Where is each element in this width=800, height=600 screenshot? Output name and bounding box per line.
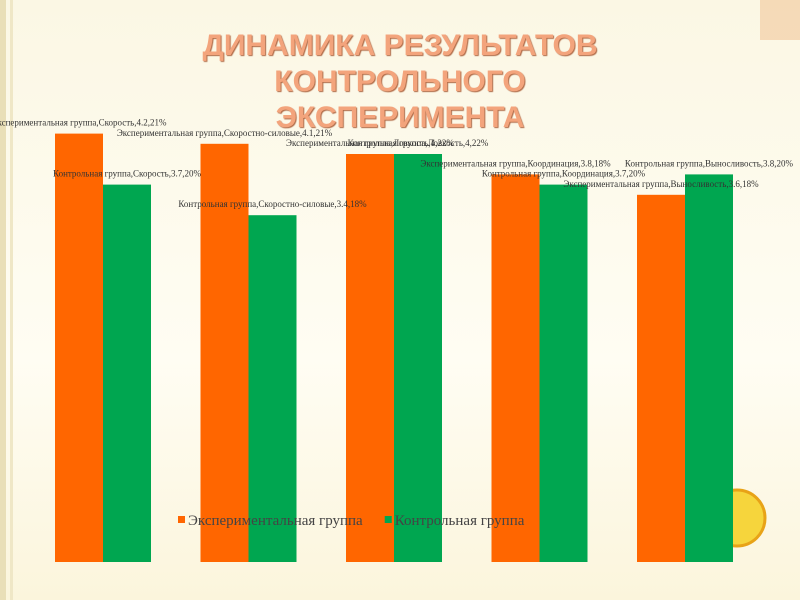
- data-label: Контрольная группа,Скорость,3.7,20%: [53, 169, 201, 179]
- bar: [248, 215, 297, 562]
- legend-swatch: [384, 516, 392, 523]
- data-label: Экспериментальная группа,Скорость,4.2,21…: [0, 118, 167, 128]
- data-label: Экспериментальная группа,Выносливость,3.…: [563, 179, 759, 189]
- bar: [346, 154, 394, 562]
- bar: [55, 133, 103, 562]
- data-label: Экспериментальная группа,Скоростно-силов…: [117, 128, 333, 138]
- bar: [200, 143, 249, 563]
- bar: [394, 154, 442, 562]
- legend-label: Контрольная группа: [395, 513, 525, 529]
- bar: [103, 184, 151, 562]
- bar: [491, 174, 540, 562]
- data-label: Контрольная группа,Ловкость,4,22%: [348, 138, 489, 148]
- data-label: Экспериментальная группа,Ловкость,4,22%: [286, 138, 454, 148]
- data-label: Контрольная группа,Скоростно-силовые,3.4…: [178, 199, 367, 209]
- data-label: Контрольная группа,Выносливость,3.8,20%: [625, 158, 794, 168]
- data-label: Контрольная группа,Координация,3.7,20%: [482, 169, 646, 179]
- bar: [539, 184, 588, 562]
- legend-swatch: [178, 516, 185, 523]
- data-label: Экспериментальная группа,Координация,3.8…: [420, 158, 611, 168]
- bar: [637, 194, 685, 563]
- bar: [685, 174, 733, 562]
- legend-label: Экспериментальная группа: [188, 513, 363, 529]
- chart-title: ДИНАМИКА РЕЗУЛЬТАТОВ КОНТРОЛЬНОГО ЭКСПЕР…: [202, 29, 598, 134]
